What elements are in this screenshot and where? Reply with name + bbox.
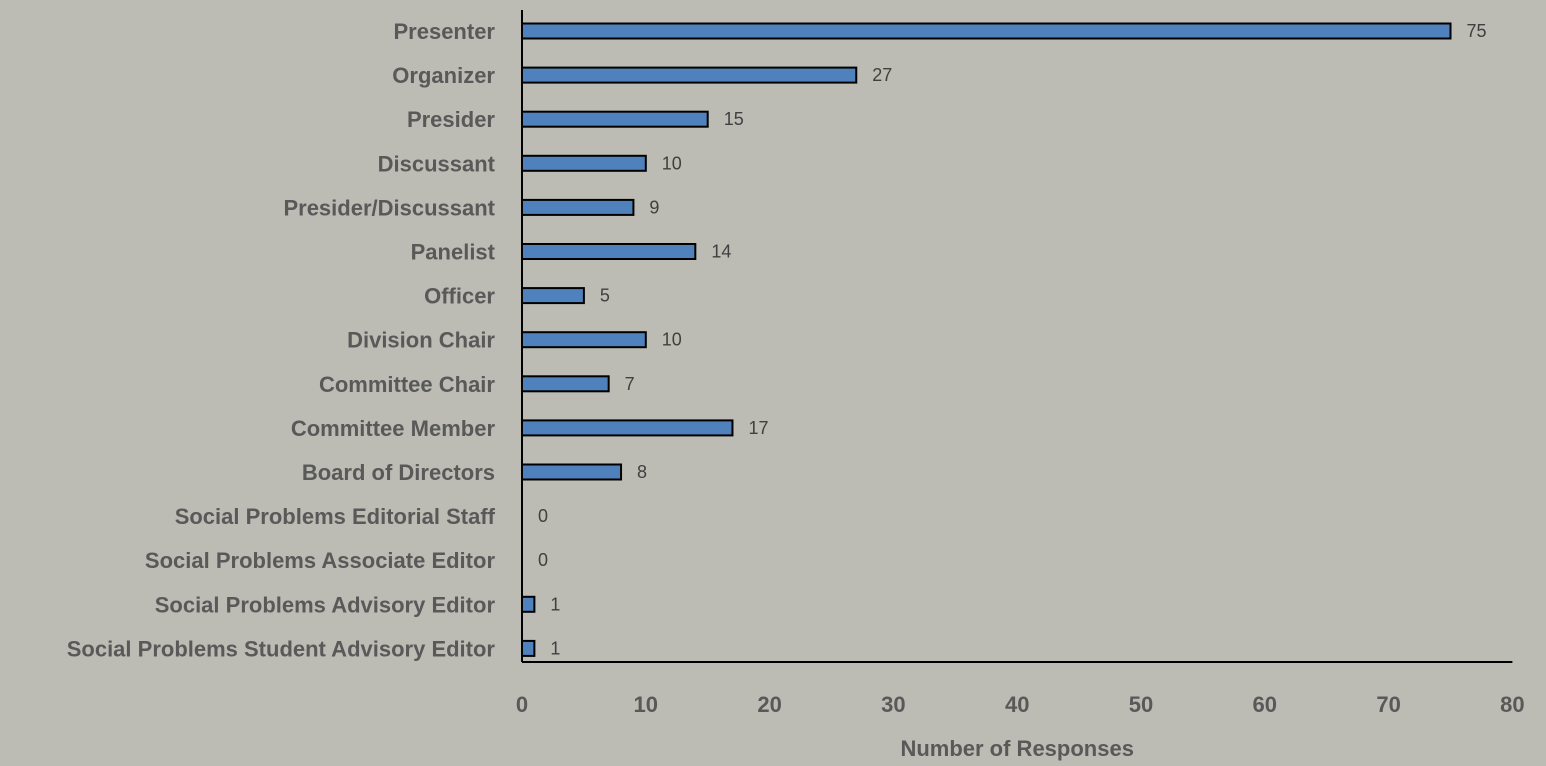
bar-committee-chair [521,375,610,393]
category-label-presenter: Presenter [393,19,495,44]
category-label-organizer: Organizer [392,63,495,88]
bar-division-chair [521,331,647,349]
category-label-social-problems-editorial-staff: Social Problems Editorial Staff [175,504,496,529]
bar-board-of-directors [521,463,623,481]
category-label-social-problems-associate-editor: Social Problems Associate Editor [145,548,496,573]
value-label-committee-chair: 7 [625,374,635,394]
bar-officer [521,287,585,305]
value-label-organizer: 27 [872,65,892,85]
value-label-presider-discussant: 9 [649,197,659,217]
x-tick-label-0: 0 [516,692,528,717]
bar-panelist [521,243,697,260]
bar-presider [521,110,709,128]
value-label-board-of-directors: 8 [637,462,647,482]
value-labels: 75 27 15 10 9 14 5 10 7 17 8 0 0 1 1 [538,21,1487,658]
value-label-social-problems-advisory-editor: 1 [550,594,560,614]
x-tick-label-10: 10 [634,692,658,717]
value-label-officer: 5 [600,286,610,306]
value-label-presenter: 75 [1467,21,1487,41]
bar-committee-member [521,419,734,437]
x-tick-label-80: 80 [1500,692,1524,717]
x-tick-labels: 0 10 20 30 40 50 60 70 80 [516,692,1525,717]
value-label-social-problems-student-advisory-editor: 1 [550,638,560,658]
category-label-officer: Officer [424,284,495,309]
x-tick-label-30: 30 [881,692,905,717]
bar-organizer [521,66,858,84]
x-tick-label-60: 60 [1253,692,1277,717]
x-tick-label-20: 20 [757,692,781,717]
category-label-presider-discussant: Presider/Discussant [283,195,495,220]
x-tick-label-40: 40 [1005,692,1029,717]
value-label-division-chair: 10 [662,330,682,350]
category-labels: Presenter Organizer Presider Discussant Pres… [67,19,496,661]
value-label-committee-member: 17 [748,418,768,438]
category-label-division-chair: Division Chair [347,328,495,353]
x-axis-title: Number of Responses [900,736,1134,761]
bar-social-problems-student-advisory-editor [521,639,536,657]
bar-social-problems-advisory-editor [521,595,536,613]
value-label-social-problems-editorial-staff: 0 [538,506,548,526]
bar-discussant [521,154,647,172]
value-label-panelist: 14 [711,242,731,262]
category-label-social-problems-advisory-editor: Social Problems Advisory Editor [155,592,496,617]
value-label-presider: 15 [724,109,744,129]
value-label-discussant: 10 [662,153,682,173]
category-label-committee-member: Committee Member [291,416,496,441]
bar-presenter [521,22,1452,40]
category-label-panelist: Panelist [411,240,496,265]
category-label-committee-chair: Committee Chair [319,372,495,397]
category-label-presider: Presider [407,107,495,132]
category-label-social-problems-student-advisory-editor: Social Problems Student Advisory Editor [67,636,496,661]
category-label-discussant: Discussant [378,151,496,176]
axes [521,10,1513,663]
x-tick-label-50: 50 [1129,692,1153,717]
bar-presider-discussant [521,198,635,216]
value-label-social-problems-associate-editor: 0 [538,550,548,570]
x-tick-label-70: 70 [1376,692,1400,717]
category-label-board-of-directors: Board of Directors [302,460,495,485]
